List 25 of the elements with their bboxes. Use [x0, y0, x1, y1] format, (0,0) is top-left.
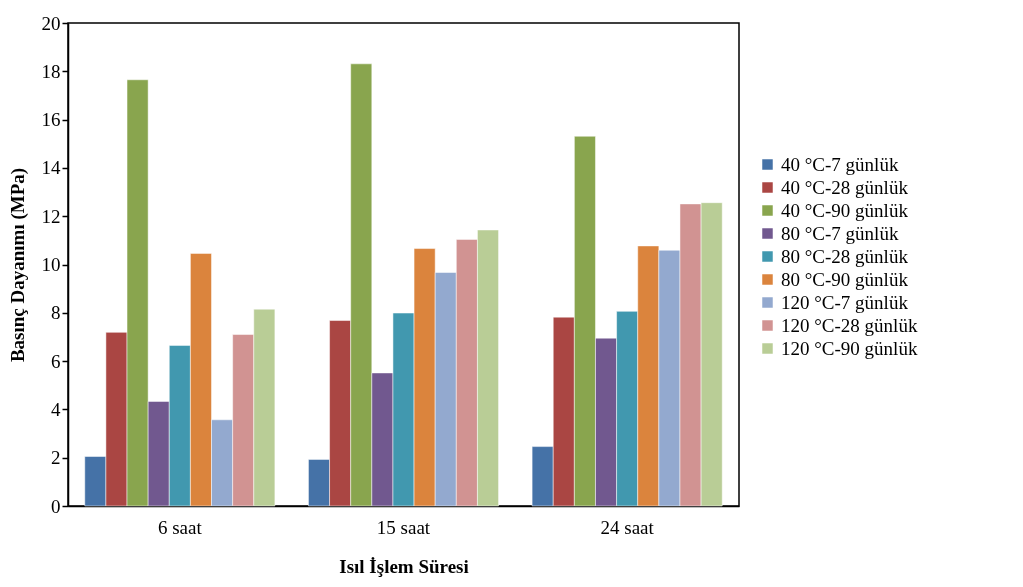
legend-label: 80 °C-7 günlük	[781, 222, 899, 244]
y-tick-label: 16	[41, 109, 61, 131]
legend-label: 120 °C-90 günlük	[781, 337, 918, 359]
x-tick-label: 24 saat	[600, 516, 655, 538]
y-tick-label: 12	[41, 205, 61, 227]
legend-label: 40 °C-90 günlük	[781, 199, 909, 221]
x-axis-title: Isıl İşlem Süresi	[339, 555, 469, 577]
legend-label: 120 °C-28 günlük	[781, 314, 918, 336]
legend-label: 80 °C-90 günlük	[781, 268, 909, 290]
y-tick-label: 8	[51, 302, 61, 324]
y-tick-label: 4	[51, 398, 61, 420]
y-tick-label: 2	[51, 447, 61, 469]
y-tick-label: 18	[41, 60, 61, 82]
legend-label: 40 °C-28 günlük	[781, 176, 909, 198]
legend-label: 120 °C-7 günlük	[781, 291, 909, 313]
y-axis-title: Basınç Dayanımı (MPa)	[6, 167, 29, 363]
x-tick-label: 6 saat	[157, 516, 203, 538]
y-tick-label: 0	[51, 495, 61, 517]
x-tick-label: 15 saat	[376, 516, 431, 538]
y-tick-label: 20	[41, 12, 61, 34]
y-tick-label: 6	[51, 350, 61, 372]
y-tick-label: 14	[41, 157, 61, 179]
legend-label: 40 °C-7 günlük	[781, 153, 899, 175]
legend-label: 80 °C-28 günlük	[781, 245, 909, 267]
y-tick-label: 10	[41, 254, 61, 275]
